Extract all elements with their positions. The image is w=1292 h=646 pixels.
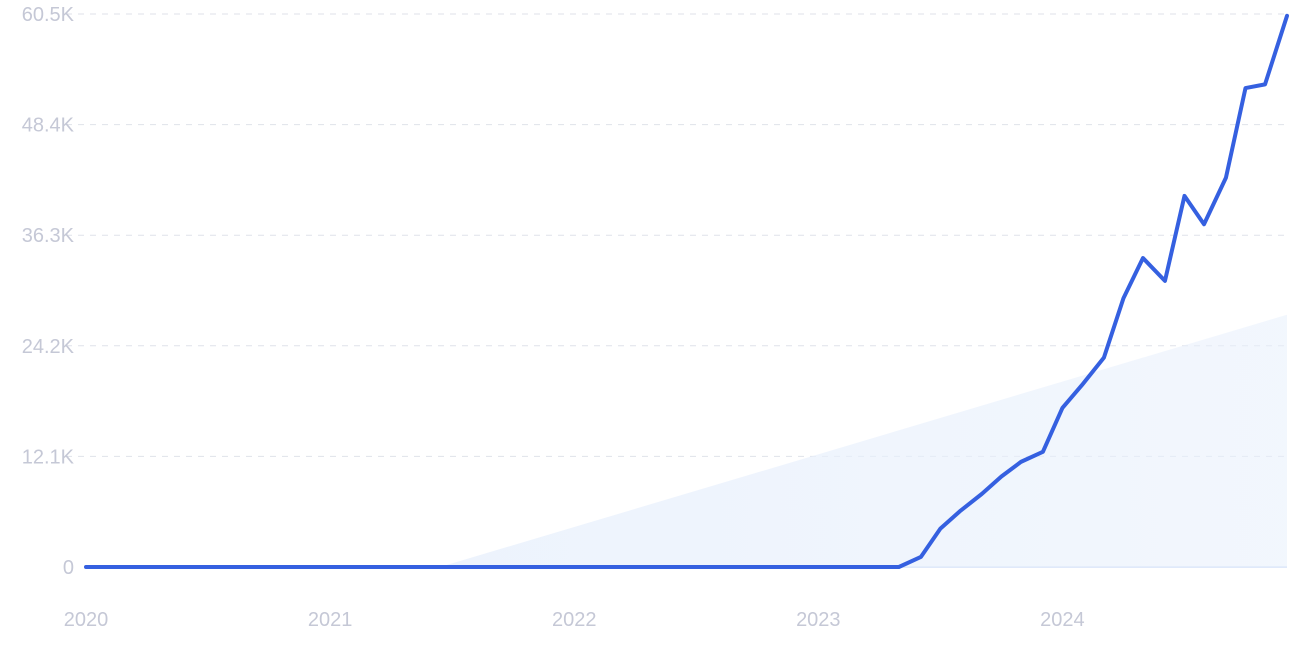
- y-tick-label: 12.1K: [22, 446, 75, 468]
- series-layer: [84, 13, 1289, 569]
- y-tick-label: 36.3K: [22, 225, 75, 247]
- axis-labels: 0 12.1K 24.2K 36.3K 48.4K 60.5K 2020 2021 2022 20…: [22, 4, 1085, 631]
- x-tick-label: 2024: [1040, 609, 1085, 631]
- y-tick-label: 0: [63, 557, 74, 579]
- x-tick-label: 2022: [552, 609, 597, 631]
- x-tick-label: 2023: [796, 609, 841, 631]
- series-line: [84, 13, 1289, 569]
- x-tick-label: 2021: [308, 609, 353, 631]
- x-tick-label: 2020: [64, 609, 109, 631]
- trend-area: [439, 314, 1287, 567]
- trend-area-layer: [439, 314, 1287, 567]
- y-tick-label: 24.2K: [22, 336, 75, 358]
- y-tick-label: 48.4K: [22, 115, 75, 137]
- y-tick-label: 60.5K: [22, 4, 75, 26]
